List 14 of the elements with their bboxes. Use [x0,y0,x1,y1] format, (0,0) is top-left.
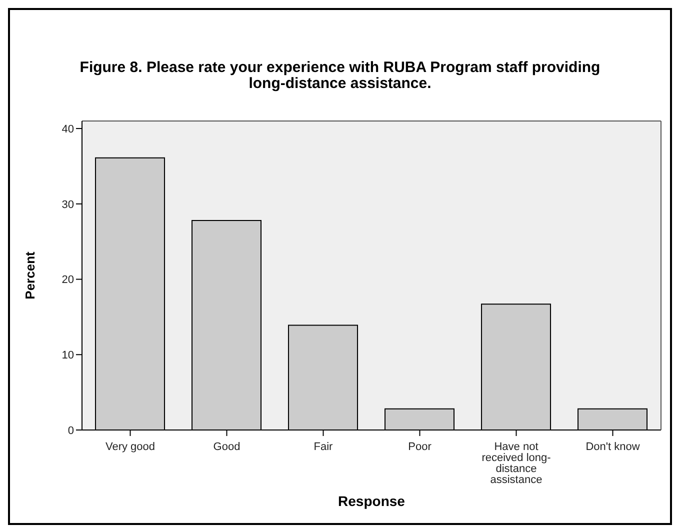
x-tick-label: Don't know [586,441,640,453]
x-tick-label: Very good [105,441,156,453]
y-tick-label: 30 [62,198,74,211]
y-tick-label: 20 [62,274,74,286]
chart-title: Figure 8. Please rate your experience with RUBA Program staff providing long-distance assistance. [78,58,602,94]
y-tick-label: 10 [62,350,74,362]
x-tick-label: Have not received long-distance assistance [482,441,552,486]
x-tick-label: Poor [408,441,432,453]
x-tick-label: Fair [314,441,334,453]
x-axis-title: Response [338,493,406,509]
y-tick-label: 40 [62,123,74,136]
x-tick-label: Good [213,441,240,453]
y-axis-title: Percent [22,250,38,300]
y-tick-label: 0 [68,424,74,437]
